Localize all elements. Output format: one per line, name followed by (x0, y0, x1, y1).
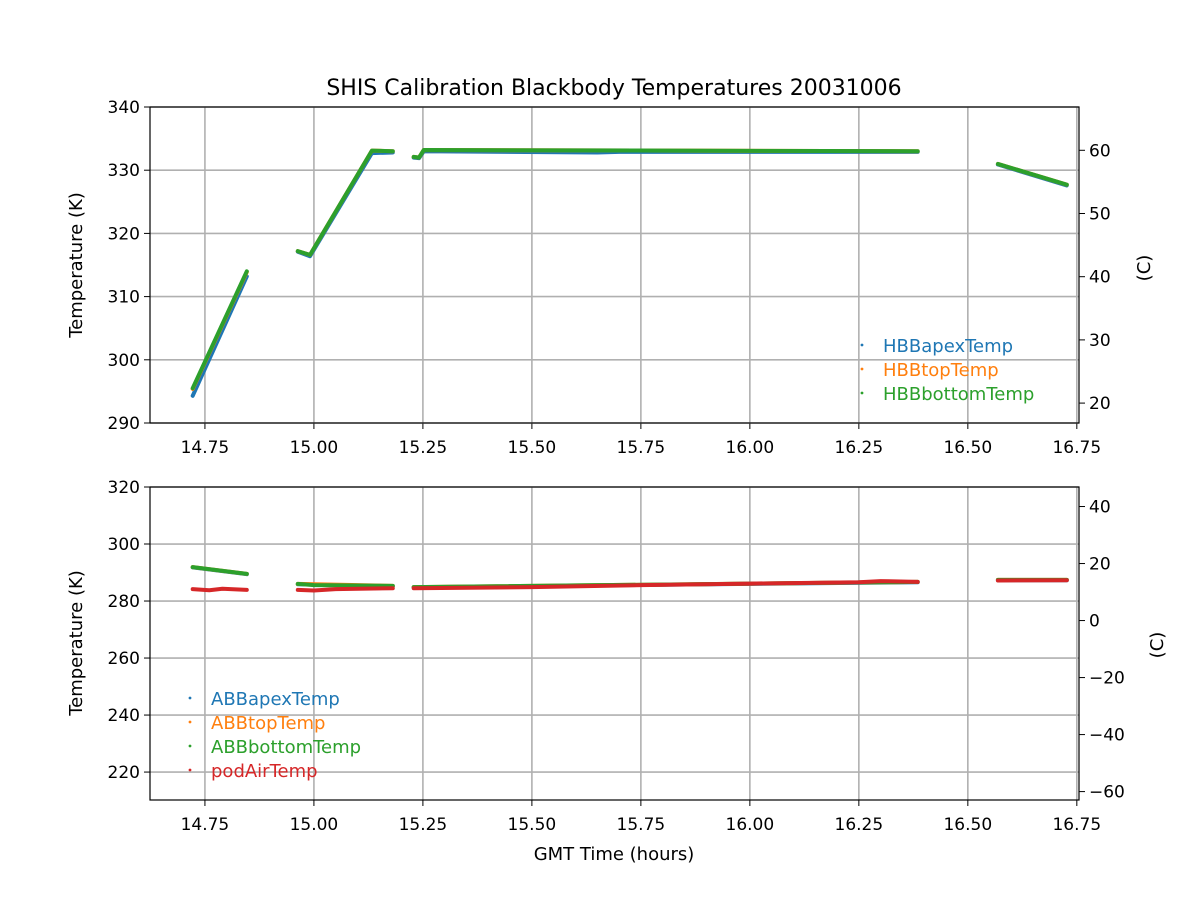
legend-label: podAirTemp (211, 761, 318, 782)
y-tick-label: 300 (108, 535, 140, 555)
y-right-tick-label: 50 (1089, 204, 1111, 224)
legend-label: HBBbottomTemp (883, 384, 1034, 405)
x-tick-label: 15.75 (617, 815, 666, 835)
legend-label: ABBtopTemp (211, 713, 325, 734)
x-tick-label: 15.25 (399, 438, 448, 458)
top-ylabel-right: (C) (1134, 255, 1155, 282)
y-tick-label: 260 (108, 649, 140, 669)
x-tick-label: 15.75 (617, 438, 666, 458)
bottom-ylabel-right: (C) (1147, 632, 1168, 659)
series-layer (193, 567, 1067, 590)
legend-marker (861, 392, 864, 395)
y-tick-label: 290 (108, 414, 140, 434)
y-tick-label: 320 (108, 224, 140, 244)
series-podAirTemp (298, 588, 393, 590)
x-tick-label: 15.50 (508, 438, 557, 458)
y-right-tick-label: 20 (1089, 394, 1111, 414)
series-HBBapexTemp (193, 276, 247, 395)
legend-marker (861, 368, 864, 371)
x-tick-label: 16.75 (1052, 815, 1101, 835)
series-ABBbottomTemp (193, 567, 247, 574)
legend-label: ABBbottomTemp (211, 737, 361, 758)
x-tick-label: 16.75 (1052, 438, 1101, 458)
legend-marker (189, 697, 192, 700)
y-tick-label: 310 (108, 288, 140, 308)
series-HBBbottomTemp (298, 151, 393, 255)
x-tick-label: 16.00 (726, 438, 775, 458)
x-tick-label: 14.75 (181, 815, 230, 835)
y-right-tick-label: −40 (1089, 726, 1125, 746)
legend: ABBapexTemp ABBtopTemp ABBbottomTemp podAir… (189, 689, 361, 782)
y-right-tick-label: −20 (1089, 669, 1125, 689)
x-tick-label: 16.50 (943, 438, 992, 458)
series-layer (193, 150, 1067, 396)
x-tick-label: 15.25 (399, 815, 448, 835)
series-HBBbottomTemp (998, 164, 1067, 185)
series-HBBapexTemp (298, 153, 393, 257)
y-right-tick-label: −60 (1089, 783, 1125, 803)
bottom-ylabel: Temperature (K) (66, 570, 87, 717)
y-tick-label: 300 (108, 351, 140, 371)
y-right-tick-label: 60 (1089, 141, 1111, 161)
legend-label: HBBapexTemp (883, 336, 1013, 357)
legend-marker (861, 344, 864, 347)
y-right-tick-label: 40 (1089, 498, 1111, 518)
legend-label: HBBtopTemp (883, 360, 999, 381)
series-HBBbottomTemp (193, 271, 247, 388)
y-right-tick-label: 30 (1089, 331, 1111, 351)
legend: HBBapexTemp HBBtopTemp HBBbottomTemp (861, 336, 1035, 405)
y-tick-label: 240 (108, 706, 140, 726)
y-right-tick-label: 40 (1089, 268, 1111, 288)
y-tick-label: 340 (108, 98, 140, 118)
x-tick-label: 16.25 (835, 438, 884, 458)
legend-marker (189, 721, 192, 724)
x-tick-label: 14.75 (181, 438, 230, 458)
y-right-tick-label: 20 (1089, 555, 1111, 575)
top-ylabel: Temperature (K) (66, 192, 87, 339)
series-HBBtopTemp (298, 151, 393, 255)
x-tick-label: 15.00 (290, 815, 339, 835)
series-podAirTemp (193, 589, 247, 590)
x-tick-label: 16.25 (835, 815, 884, 835)
series-ABBbottomTemp (298, 584, 393, 586)
bottom-axes: 14.75 15.00 15.25 15.50 15.75 16.00 16.25 16.50… (108, 478, 1125, 835)
x-tick-label: 16.50 (943, 815, 992, 835)
y-tick-label: 280 (108, 592, 140, 612)
y-tick-label: 320 (108, 478, 140, 498)
legend-marker (189, 745, 192, 748)
y-tick-label: 330 (108, 161, 140, 181)
y-right-tick-label: 0 (1089, 612, 1100, 632)
x-tick-label: 15.00 (290, 438, 339, 458)
x-tick-label: 16.00 (726, 815, 775, 835)
x-tick-label: 15.50 (508, 815, 557, 835)
x-axis-label: GMT Time (hours) (534, 844, 695, 865)
legend-label: ABBapexTemp (211, 689, 340, 710)
top-axes: 14.75 15.00 15.25 15.50 15.75 16.00 16.25 16.50… (108, 98, 1111, 458)
y-tick-label: 220 (108, 763, 140, 783)
chart-title: SHIS Calibration Blackbody Temperatures … (326, 76, 901, 101)
legend-marker (189, 769, 192, 772)
